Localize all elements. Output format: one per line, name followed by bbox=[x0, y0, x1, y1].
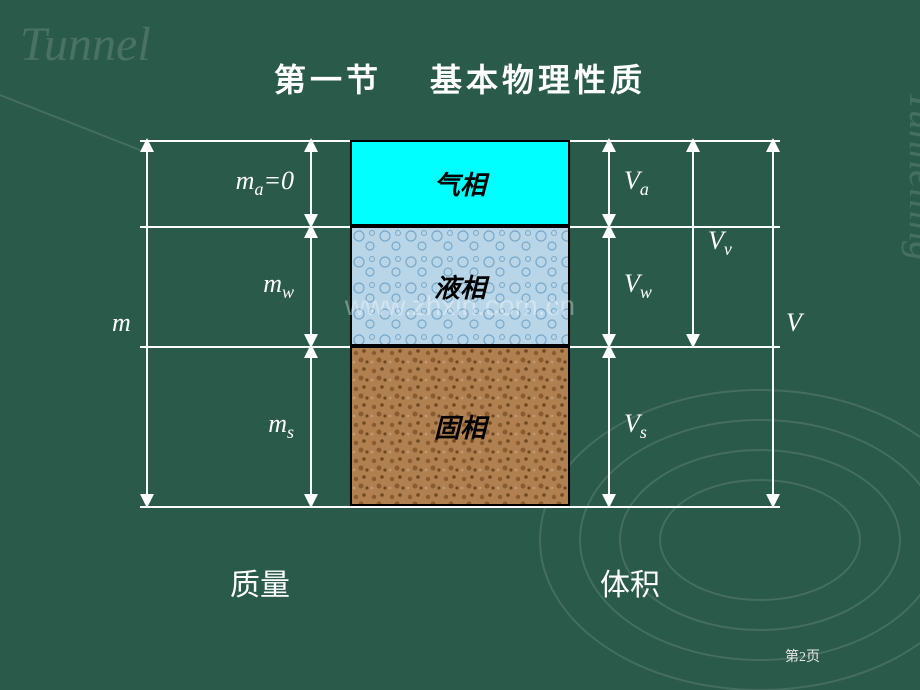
gas-phase-block: 气相 bbox=[350, 140, 570, 226]
solid-phase-block: 固相 bbox=[350, 346, 570, 506]
lbl-ms: ms bbox=[268, 409, 294, 443]
lbl-Vs: Vs bbox=[624, 409, 647, 443]
liquid-label: 液相 bbox=[434, 268, 486, 305]
dim-Vs: Vs bbox=[608, 346, 610, 506]
dim-Va: Va bbox=[608, 140, 610, 226]
lbl-Va: Va bbox=[624, 166, 649, 200]
solid-label: 固相 bbox=[434, 408, 486, 445]
section-title: 第一节 基本物理性质 bbox=[0, 55, 920, 101]
dim-Vw: Vw bbox=[608, 226, 610, 346]
axis-label-mass: 质量 bbox=[230, 560, 290, 604]
axis-label-volume: 体积 bbox=[600, 560, 660, 604]
lbl-ma: ma=0 bbox=[236, 166, 294, 200]
lbl-mw: mw bbox=[263, 269, 294, 303]
bg-text-tunnelling: Tunnelling bbox=[901, 90, 920, 261]
dim-Vv: Vv bbox=[692, 140, 694, 346]
dim-m: m bbox=[146, 140, 148, 506]
three-phase-diagram: 气相 液相 bbox=[140, 140, 780, 540]
dim-ma: ma=0 bbox=[310, 140, 312, 226]
gas-label: 气相 bbox=[434, 165, 486, 202]
lbl-m: m bbox=[112, 308, 131, 338]
dim-ms: ms bbox=[310, 346, 312, 506]
lbl-V: V bbox=[786, 308, 802, 338]
dim-V: V bbox=[772, 140, 774, 506]
dim-mw: mw bbox=[310, 226, 312, 346]
lbl-Vw: Vw bbox=[624, 269, 652, 303]
page-number: 第2页 bbox=[785, 646, 820, 666]
lbl-Vv: Vv bbox=[708, 226, 732, 260]
rule-bottom bbox=[140, 506, 780, 508]
liquid-phase-block: 液相 bbox=[350, 226, 570, 346]
